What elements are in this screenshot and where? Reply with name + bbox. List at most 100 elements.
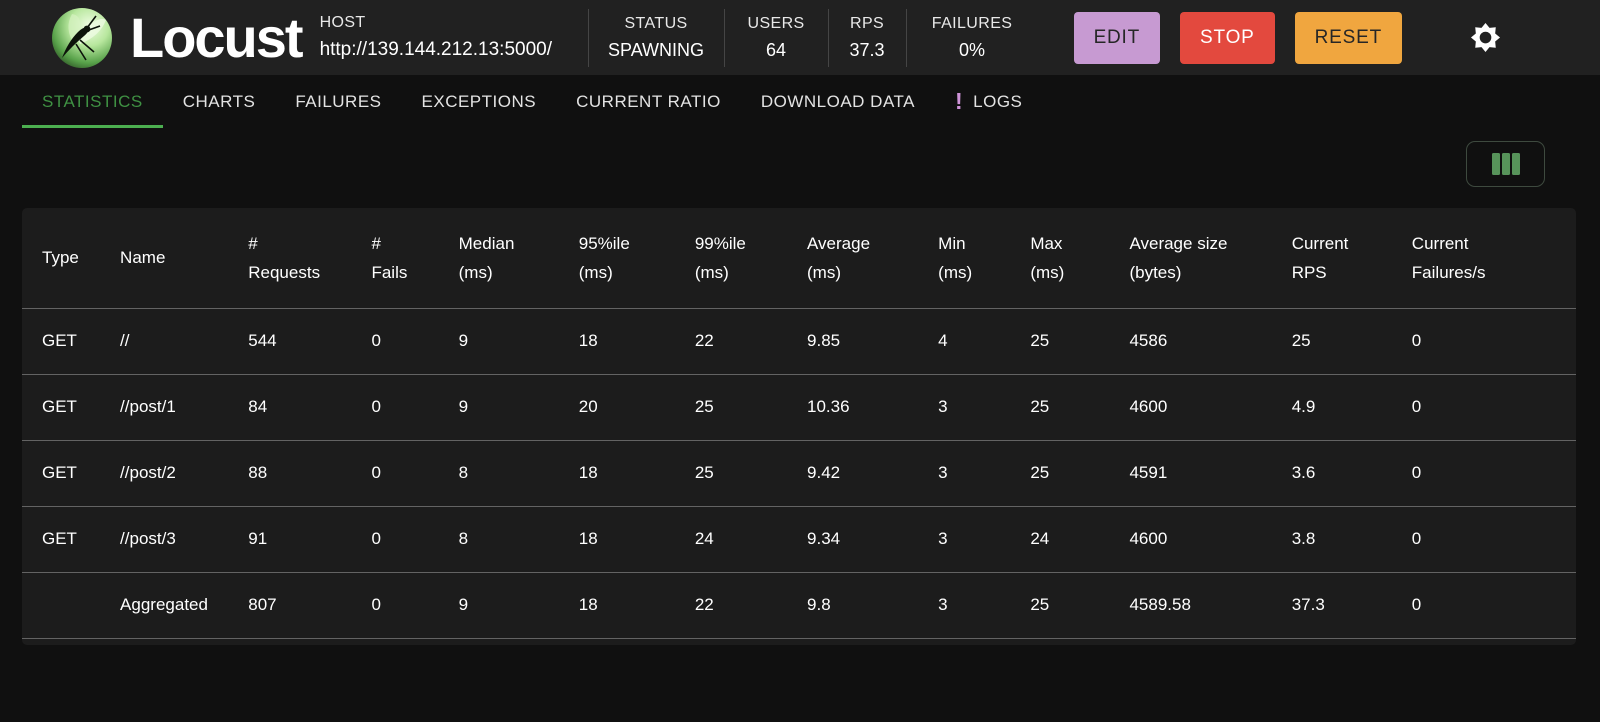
settings-button[interactable] [1468,21,1502,55]
column-header-average[interactable]: Average (ms) [807,208,939,309]
tab-logs[interactable]: ! LOGS [935,79,1042,128]
tab-label: FAILURES [295,92,382,111]
edit-button[interactable]: EDIT [1073,11,1161,64]
stop-button[interactable]: STOP [1180,11,1275,64]
rps-label: RPS [850,14,885,32]
cell-name: Aggregated [120,572,249,639]
cell-average: 9.8 [807,572,939,639]
column-header-name[interactable]: Name [120,208,249,309]
cell-min: 3 [938,506,1031,573]
status-label: STATUS [624,14,688,32]
cell-average: 9.42 [807,440,939,507]
cell-max: 25 [1030,374,1130,441]
cell-median: 9 [458,374,579,441]
column-header-fails[interactable]: # Fails [371,208,459,309]
cell-type: GET [22,506,121,573]
cell-type: GET [22,308,121,375]
status-indicator: STATUS SPAWNING [587,8,724,67]
tab-label: STATISTICS [42,92,143,111]
column-header-median[interactable]: Median (ms) [458,208,579,309]
cell-requests: 88 [248,440,372,507]
failures-percent: 0% [959,39,986,60]
tab-failures[interactable]: FAILURES [275,79,401,128]
cell-fails: 0 [371,308,459,375]
cell-min: 3 [938,440,1031,507]
cell-requests: 91 [248,506,372,573]
table-row: GET //post/3 91 0 8 18 24 9.34 3 24 4600… [22,506,1576,573]
column-selector-button[interactable] [1466,141,1545,187]
status-value: SPAWNING [608,39,705,60]
reset-button[interactable]: RESET [1294,11,1402,64]
tab-download-data[interactable]: DOWNLOAD DATA [741,79,935,128]
table-row-aggregated: Aggregated 807 0 9 18 22 9.8 3 25 4589.5… [22,572,1576,639]
tab-exceptions[interactable]: EXCEPTIONS [402,79,557,128]
gear-icon [1470,22,1500,53]
users-indicator: USERS 64 [723,8,828,67]
cell-max: 25 [1030,440,1130,507]
top-bar: Locust HOST http://139.144.212.13:5000/ … [0,0,1600,75]
tab-bar: STATISTICS CHARTS FAILURES EXCEPTIONS CU… [22,79,1600,128]
cell-current-failures: 0 [1411,440,1576,507]
column-header-99ile[interactable]: 99%ile (ms) [694,208,808,309]
cell-99ile: 25 [694,440,808,507]
locust-logo-icon [52,7,112,68]
column-header-95ile[interactable]: 95%ile (ms) [578,208,695,309]
users-count: 64 [766,39,787,60]
cell-current-rps: 3.8 [1291,506,1412,573]
cell-min: 3 [938,572,1031,639]
cell-min: 4 [938,308,1031,375]
tab-label: LOGS [973,92,1023,111]
cell-average-size: 4591 [1129,440,1292,507]
tab-statistics[interactable]: STATISTICS [22,79,163,128]
cell-current-rps: 4.9 [1291,374,1412,441]
cell-name: //post/2 [120,440,249,507]
cell-95ile: 18 [578,440,695,507]
cell-max: 25 [1030,308,1130,375]
tab-label: CHARTS [182,92,256,111]
table-row: GET //post/2 88 0 8 18 25 9.42 3 25 4591… [22,440,1576,507]
cell-type: GET [22,374,121,441]
host-label: HOST [319,14,366,31]
tab-label: CURRENT RATIO [576,92,721,111]
cell-95ile: 20 [578,374,695,441]
cell-requests: 84 [248,374,372,441]
column-header-current-rps[interactable]: Current RPS [1291,208,1412,309]
users-label: USERS [747,14,805,32]
rps-value: 37.3 [849,39,885,60]
action-buttons: EDIT STOP RESET [1073,11,1402,64]
cell-average: 10.36 [807,374,939,441]
column-header-type[interactable]: Type [22,208,121,309]
cell-name: //post/3 [120,506,249,573]
tab-label: EXCEPTIONS [421,92,537,111]
cell-max: 24 [1030,506,1130,573]
tab-current-ratio[interactable]: CURRENT RATIO [556,79,741,128]
cell-95ile: 18 [578,572,695,639]
exclamation-icon: ! [954,87,964,114]
cell-current-failures: 0 [1411,308,1576,375]
tab-charts[interactable]: CHARTS [163,79,276,128]
cell-average-size: 4586 [1129,308,1292,375]
column-header-average-size[interactable]: Average size (bytes) [1129,208,1292,309]
cell-average-size: 4589.58 [1129,572,1292,639]
cell-fails: 0 [371,506,459,573]
cell-average-size: 4600 [1129,506,1292,573]
cell-current-failures: 0 [1411,572,1576,639]
column-header-current-failures[interactable]: Current Failures/s [1411,208,1576,309]
cell-fails: 0 [371,572,459,639]
table-header-row: Type Name # Requests # Fails Median (ms) 95… [22,208,1576,309]
cell-current-rps: 37.3 [1291,572,1412,639]
statistics-table: Type Name # Requests # Fails Median (ms) 95… [22,208,1576,639]
table-row: GET //post/1 84 0 9 20 25 10.36 3 25 460… [22,374,1576,441]
cell-median: 9 [458,572,579,639]
cell-name: //post/1 [120,374,249,441]
host-value: http://139.144.212.13:5000/ [319,39,552,60]
column-header-min[interactable]: Min (ms) [938,208,1031,309]
cell-95ile: 18 [578,308,695,375]
column-header-requests[interactable]: # Requests [248,208,372,309]
columns-icon [1491,153,1520,175]
cell-min: 3 [938,374,1031,441]
cell-requests: 807 [248,572,372,639]
column-header-max[interactable]: Max (ms) [1030,208,1130,309]
cell-average: 9.85 [807,308,939,375]
cell-average-size: 4600 [1129,374,1292,441]
